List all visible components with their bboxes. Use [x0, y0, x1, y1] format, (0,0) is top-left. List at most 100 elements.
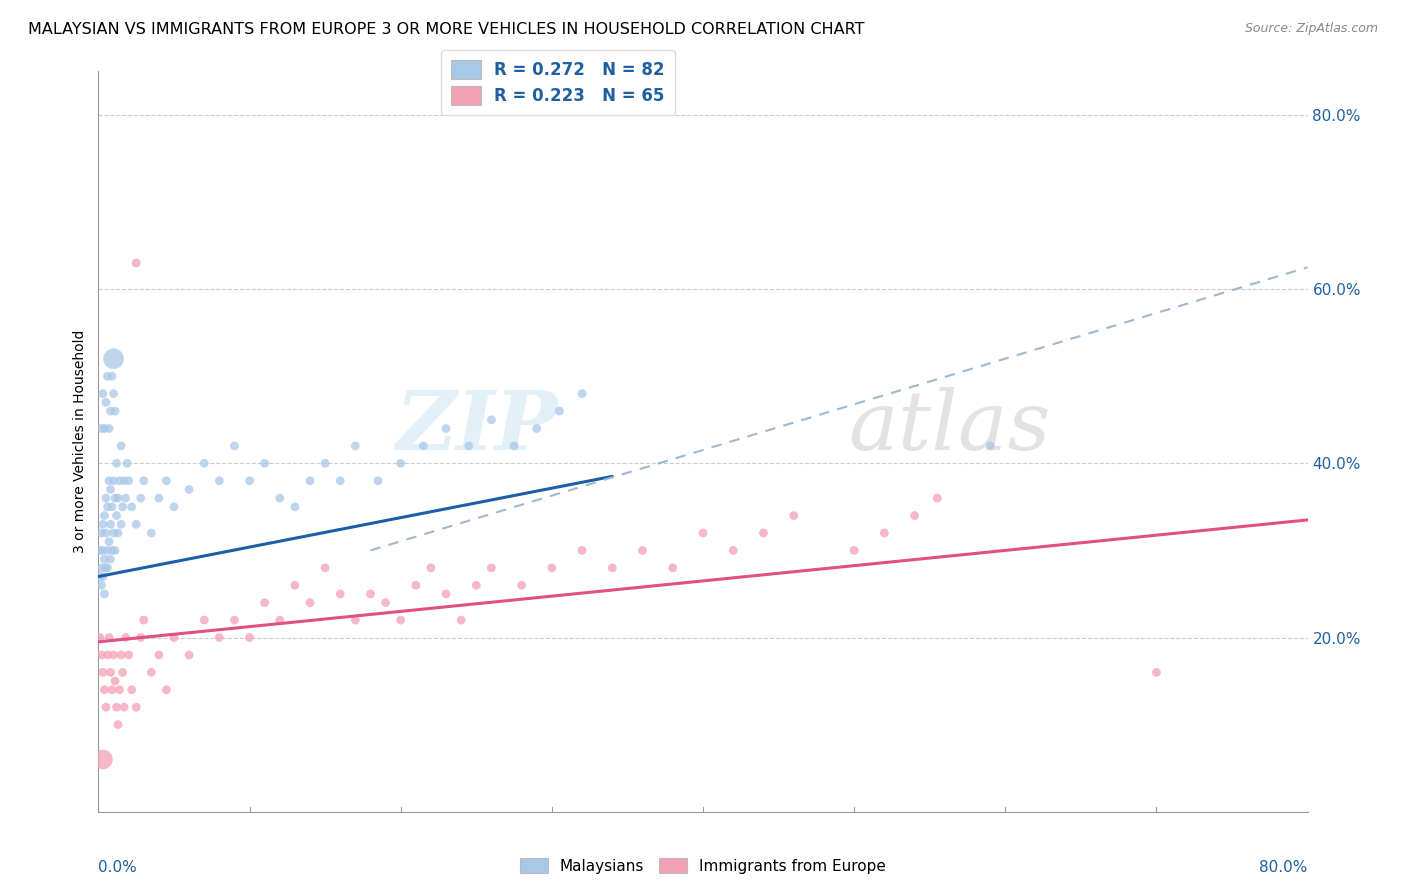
Point [132, 613, 155, 627]
Point [141, 665, 163, 680]
Point [434, 421, 457, 435]
Point [100, 552, 122, 566]
Point [193, 456, 215, 470]
Point [91, 752, 114, 766]
Point [571, 386, 593, 401]
Point [405, 578, 427, 592]
Point [602, 561, 624, 575]
Point [465, 578, 488, 592]
Point [114, 491, 136, 505]
Point [96, 500, 118, 514]
Point [783, 508, 806, 523]
Point [661, 561, 683, 575]
Point [110, 648, 132, 662]
Point [93, 682, 115, 697]
Y-axis label: 3 or more Vehicles in Household: 3 or more Vehicles in Household [73, 330, 87, 553]
Point [253, 596, 276, 610]
Point [103, 474, 125, 488]
Point [163, 500, 186, 514]
Point [239, 474, 262, 488]
Point [141, 526, 163, 541]
Point [98, 631, 121, 645]
Point [91, 517, 114, 532]
Point [94, 700, 117, 714]
Point [103, 386, 125, 401]
Point [100, 404, 122, 418]
Point [111, 665, 134, 680]
Point [299, 474, 322, 488]
Point [434, 587, 457, 601]
Point [129, 631, 152, 645]
Point [90, 526, 112, 541]
Point [208, 631, 231, 645]
Point [112, 700, 135, 714]
Point [104, 674, 127, 689]
Point [107, 526, 129, 541]
Point [927, 491, 949, 505]
Point [125, 700, 148, 714]
Text: MALAYSIAN VS IMMIGRANTS FROM EUROPE 3 OR MORE VEHICLES IN HOUSEHOLD CORRELATION : MALAYSIAN VS IMMIGRANTS FROM EUROPE 3 OR… [28, 22, 865, 37]
Point [224, 613, 246, 627]
Point [96, 369, 118, 384]
Point [540, 561, 562, 575]
Text: atlas: atlas [848, 387, 1050, 467]
Point [118, 648, 141, 662]
Point [284, 578, 307, 592]
Point [101, 500, 124, 514]
Point [269, 491, 291, 505]
Point [873, 526, 896, 541]
Point [103, 351, 125, 366]
Point [108, 682, 131, 697]
Point [94, 526, 117, 541]
Point [121, 682, 143, 697]
Point [329, 474, 352, 488]
Point [314, 561, 336, 575]
Point [93, 421, 115, 435]
Point [96, 543, 118, 558]
Point [111, 500, 134, 514]
Point [108, 474, 131, 488]
Point [112, 474, 135, 488]
Point [548, 404, 571, 418]
Point [91, 665, 114, 680]
Text: ZIP: ZIP [395, 387, 558, 467]
Point [96, 648, 118, 662]
Point [360, 587, 382, 601]
Point [114, 631, 136, 645]
Point [105, 700, 128, 714]
Point [163, 631, 186, 645]
Point [239, 631, 262, 645]
Point [344, 439, 367, 453]
Point [224, 439, 246, 453]
Point [132, 474, 155, 488]
Point [100, 665, 122, 680]
Point [420, 561, 443, 575]
Point [155, 682, 177, 697]
Point [450, 613, 472, 627]
Point [100, 517, 122, 532]
Point [344, 613, 367, 627]
Point [90, 421, 112, 435]
Point [101, 543, 124, 558]
Point [269, 613, 291, 627]
Point [93, 508, 115, 523]
Point [155, 474, 177, 488]
Point [457, 439, 479, 453]
Point [90, 561, 112, 575]
Point [110, 439, 132, 453]
Text: Source: ZipAtlas.com: Source: ZipAtlas.com [1244, 22, 1378, 36]
Point [98, 474, 121, 488]
Point [90, 648, 112, 662]
Point [208, 474, 231, 488]
Point [110, 517, 132, 532]
Point [299, 596, 322, 610]
Point [94, 561, 117, 575]
Point [253, 456, 276, 470]
Point [389, 456, 412, 470]
Point [89, 569, 111, 583]
Point [89, 631, 111, 645]
Point [510, 578, 533, 592]
Point [101, 682, 124, 697]
Legend: Malaysians, Immigrants from Europe: Malaysians, Immigrants from Europe [515, 852, 891, 880]
Point [481, 413, 503, 427]
